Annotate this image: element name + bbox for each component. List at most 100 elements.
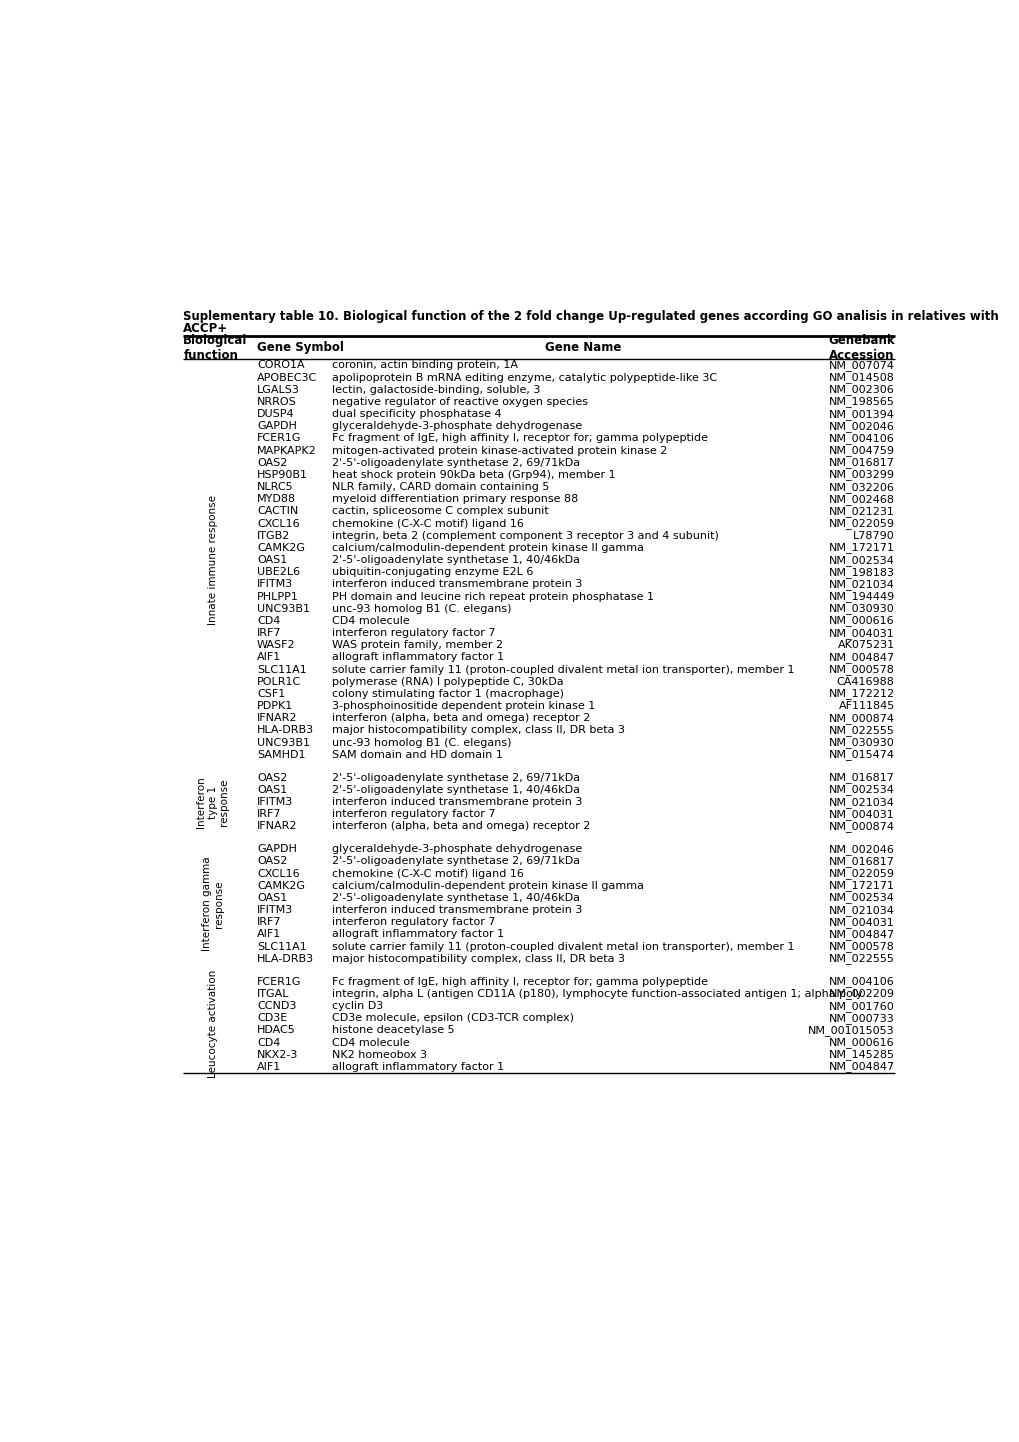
Text: CXCL16: CXCL16 — [257, 868, 300, 878]
Text: CAMK2G: CAMK2G — [257, 881, 305, 891]
Text: histone deacetylase 5: histone deacetylase 5 — [332, 1025, 454, 1035]
Text: NM_002534: NM_002534 — [828, 893, 894, 904]
Text: NM_172171: NM_172171 — [828, 881, 894, 891]
Text: ITGB2: ITGB2 — [257, 531, 290, 541]
Text: interferon induced transmembrane protein 3: interferon induced transmembrane protein… — [332, 906, 582, 916]
Text: NM_004847: NM_004847 — [827, 1061, 894, 1073]
Text: NM_001394: NM_001394 — [828, 408, 894, 420]
Text: OAS2: OAS2 — [257, 773, 287, 783]
Text: NM_021034: NM_021034 — [828, 580, 894, 590]
Text: colony stimulating factor 1 (macrophage): colony stimulating factor 1 (macrophage) — [332, 689, 564, 699]
Text: glyceraldehyde-3-phosphate dehydrogenase: glyceraldehyde-3-phosphate dehydrogenase — [332, 845, 582, 854]
Text: NM_021231: NM_021231 — [828, 506, 894, 516]
Text: IRF7: IRF7 — [257, 809, 281, 819]
Text: IFITM3: IFITM3 — [257, 580, 292, 590]
Text: dual specificity phosphatase 4: dual specificity phosphatase 4 — [332, 410, 501, 420]
Text: NM_015474: NM_015474 — [828, 750, 894, 760]
Text: MAPKAPK2: MAPKAPK2 — [257, 446, 316, 456]
Text: NM_004031: NM_004031 — [828, 627, 894, 639]
Text: 2'-5'-oligoadenylate synthetase 1, 40/46kDa: 2'-5'-oligoadenylate synthetase 1, 40/46… — [332, 784, 580, 795]
Text: CD4 molecule: CD4 molecule — [332, 616, 410, 626]
Text: ITGAL: ITGAL — [257, 989, 289, 999]
Text: mitogen-activated protein kinase-activated protein kinase 2: mitogen-activated protein kinase-activat… — [332, 446, 666, 456]
Text: integrin, alpha L (antigen CD11A (p180), lymphocyte function-associated antigen : integrin, alpha L (antigen CD11A (p180),… — [332, 989, 862, 999]
Text: 2'-5'-oligoadenylate synthetase 2, 69/71kDa: 2'-5'-oligoadenylate synthetase 2, 69/71… — [332, 773, 580, 783]
Text: NM_002534: NM_002534 — [828, 784, 894, 796]
Text: ACCP+: ACCP+ — [183, 323, 228, 336]
Text: Leucocyte activation: Leucocyte activation — [208, 970, 217, 1079]
Text: unc-93 homolog B1 (C. elegans): unc-93 homolog B1 (C. elegans) — [332, 738, 512, 747]
Text: NM_000874: NM_000874 — [828, 712, 894, 724]
Text: WAS protein family, member 2: WAS protein family, member 2 — [332, 640, 502, 650]
Text: SAMHD1: SAMHD1 — [257, 750, 305, 760]
Text: CD3E: CD3E — [257, 1014, 287, 1024]
Text: WASF2: WASF2 — [257, 640, 296, 650]
Text: interferon regulatory factor 7: interferon regulatory factor 7 — [332, 917, 495, 927]
Text: NM_016817: NM_016817 — [828, 457, 894, 469]
Text: CD4: CD4 — [257, 616, 280, 626]
Text: OAS1: OAS1 — [257, 893, 287, 903]
Text: POLR1C: POLR1C — [257, 676, 301, 686]
Text: CCND3: CCND3 — [257, 1001, 296, 1011]
Text: ubiquitin-conjugating enzyme E2L 6: ubiquitin-conjugating enzyme E2L 6 — [332, 567, 533, 577]
Text: GAPDH: GAPDH — [257, 421, 297, 431]
Text: NM_145285: NM_145285 — [828, 1050, 894, 1060]
Text: NM_004106: NM_004106 — [828, 433, 894, 444]
Text: AIF1: AIF1 — [257, 1061, 281, 1071]
Text: NM_021034: NM_021034 — [828, 796, 894, 808]
Text: CD4: CD4 — [257, 1038, 280, 1047]
Text: allograft inflammatory factor 1: allograft inflammatory factor 1 — [332, 1061, 503, 1071]
Text: Gene Name: Gene Name — [545, 342, 622, 355]
Text: interferon regulatory factor 7: interferon regulatory factor 7 — [332, 809, 495, 819]
Text: IRF7: IRF7 — [257, 629, 281, 639]
Text: calcium/calmodulin-dependent protein kinase II gamma: calcium/calmodulin-dependent protein kin… — [332, 881, 643, 891]
Text: allograft inflammatory factor 1: allograft inflammatory factor 1 — [332, 930, 503, 940]
Text: NKX2-3: NKX2-3 — [257, 1050, 298, 1060]
Text: major histocompatibility complex, class II, DR beta 3: major histocompatibility complex, class … — [332, 725, 625, 735]
Text: NM_001015053: NM_001015053 — [807, 1025, 894, 1035]
Text: polymerase (RNA) I polypeptide C, 30kDa: polymerase (RNA) I polypeptide C, 30kDa — [332, 676, 564, 686]
Text: NM_016817: NM_016817 — [828, 857, 894, 867]
Text: Genebank
Accession: Genebank Accession — [827, 335, 894, 362]
Text: CXCL16: CXCL16 — [257, 519, 300, 529]
Text: NLR family, CARD domain containing 5: NLR family, CARD domain containing 5 — [332, 482, 549, 492]
Text: MYD88: MYD88 — [257, 495, 296, 505]
Text: NM_022059: NM_022059 — [828, 518, 894, 529]
Text: 2'-5'-oligoadenylate synthetase 1, 40/46kDa: 2'-5'-oligoadenylate synthetase 1, 40/46… — [332, 555, 580, 565]
Text: OAS2: OAS2 — [257, 457, 287, 467]
Text: CORO1A: CORO1A — [257, 360, 305, 371]
Text: OAS1: OAS1 — [257, 784, 287, 795]
Text: myeloid differentiation primary response 88: myeloid differentiation primary response… — [332, 495, 578, 505]
Text: Gene Symbol: Gene Symbol — [257, 342, 343, 355]
Text: NM_022555: NM_022555 — [828, 725, 894, 735]
Text: calcium/calmodulin-dependent protein kinase II gamma: calcium/calmodulin-dependent protein kin… — [332, 544, 643, 552]
Text: NM_000616: NM_000616 — [828, 1037, 894, 1048]
Text: NM_004847: NM_004847 — [827, 929, 894, 940]
Text: NM_198183: NM_198183 — [828, 567, 894, 578]
Text: Biological
function: Biological function — [183, 335, 248, 362]
Text: IFNAR2: IFNAR2 — [257, 822, 298, 832]
Text: IFNAR2: IFNAR2 — [257, 714, 298, 724]
Text: HLA-DRB3: HLA-DRB3 — [257, 725, 314, 735]
Text: lectin, galactoside-binding, soluble, 3: lectin, galactoside-binding, soluble, 3 — [332, 385, 540, 395]
Text: HDAC5: HDAC5 — [257, 1025, 296, 1035]
Text: interferon induced transmembrane protein 3: interferon induced transmembrane protein… — [332, 580, 582, 590]
Text: NM_000616: NM_000616 — [828, 616, 894, 626]
Text: Suplementary table 10. Biological function of the 2 fold change Up-regulated gen: Suplementary table 10. Biological functi… — [183, 310, 998, 323]
Text: NM_001760: NM_001760 — [828, 1001, 894, 1011]
Text: OAS2: OAS2 — [257, 857, 287, 867]
Text: NM_022059: NM_022059 — [828, 868, 894, 880]
Text: 2'-5'-oligoadenylate synthetase 1, 40/46kDa: 2'-5'-oligoadenylate synthetase 1, 40/46… — [332, 893, 580, 903]
Text: APOBEC3C: APOBEC3C — [257, 372, 317, 382]
Text: unc-93 homolog B1 (C. elegans): unc-93 homolog B1 (C. elegans) — [332, 604, 512, 614]
Text: Interferon
type 1
response: Interferon type 1 response — [196, 776, 229, 828]
Text: GAPDH: GAPDH — [257, 845, 297, 854]
Text: cyclin D3: cyclin D3 — [332, 1001, 383, 1011]
Text: interferon induced transmembrane protein 3: interferon induced transmembrane protein… — [332, 797, 582, 808]
Text: NRROS: NRROS — [257, 397, 297, 407]
Text: SLC11A1: SLC11A1 — [257, 665, 307, 675]
Text: NM_007074: NM_007074 — [828, 360, 894, 371]
Text: interferon regulatory factor 7: interferon regulatory factor 7 — [332, 629, 495, 639]
Text: LGALS3: LGALS3 — [257, 385, 300, 395]
Text: IRF7: IRF7 — [257, 917, 281, 927]
